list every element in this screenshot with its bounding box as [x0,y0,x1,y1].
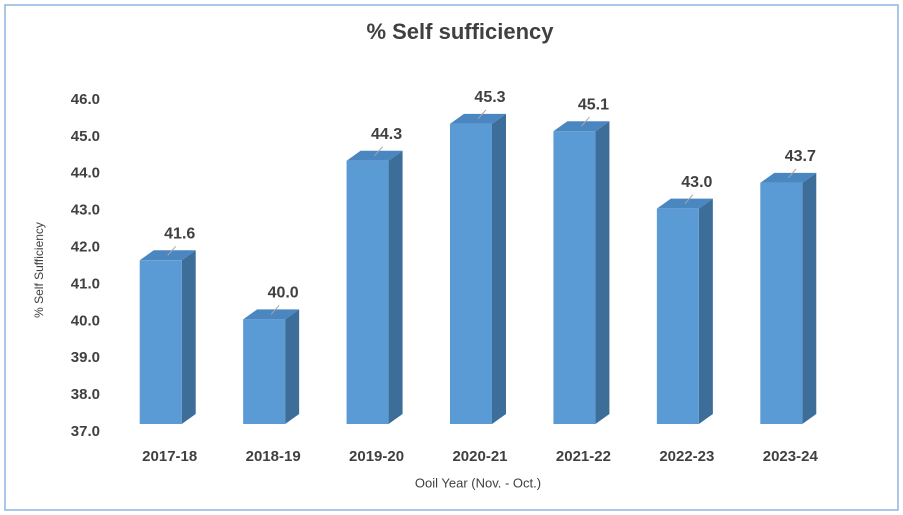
x-tick-label: 2023-24 [763,448,819,465]
label-leader [167,245,177,256]
y-tick-label: 39.0 [71,349,100,366]
bar-side [388,150,403,424]
label-leader [684,194,694,204]
x-axis-title: Ooil Year (Nov. - Oct.) [415,475,541,490]
bar [450,123,492,425]
y-tick-label: 37.0 [71,423,100,440]
bar-side [285,309,300,424]
value-label: 41.6 [164,226,195,243]
x-tick-label: 2021-22 [556,448,611,465]
y-tick-label: 43.0 [71,202,100,219]
bar [243,319,286,424]
bar [553,131,596,424]
value-label: 45.3 [474,89,505,106]
bar-side [492,113,506,425]
x-tick-label: 2022-23 [659,448,714,465]
x-tick-label: 2020-21 [452,448,507,465]
value-label: 40.0 [268,285,299,302]
y-tick-label: 45.0 [71,128,100,145]
bar-side [181,250,196,424]
bar [346,160,389,424]
x-tick-label: 2019-20 [349,448,404,465]
x-tick-label: 2018-19 [246,448,301,465]
y-tick-label: 38.0 [71,386,100,403]
bar-side [698,198,713,424]
label-leader [374,146,383,157]
y-tick-label: 41.0 [71,275,100,292]
chart-title: % Self sufficiency [366,19,554,44]
label-leader [787,168,797,179]
value-label: 43.7 [785,148,816,165]
label-leader [270,305,280,315]
y-tick-label: 40.0 [71,312,100,329]
bar [760,182,803,424]
label-leader [581,116,590,127]
y-tick-label: 44.0 [71,165,100,182]
value-label: 44.3 [371,126,402,143]
bar [139,260,182,424]
y-tick-label: 46.0 [71,91,100,108]
y-axis-title: % Self Sufficiency [32,222,46,318]
bar-side [802,172,817,424]
y-tick-label: 42.0 [71,239,100,256]
bar-side [595,121,610,424]
value-label: 43.0 [681,174,712,191]
value-label: 45.1 [578,96,609,113]
bar [656,208,699,424]
x-tick-label: 2017-18 [142,448,197,465]
label-leader [477,109,487,120]
